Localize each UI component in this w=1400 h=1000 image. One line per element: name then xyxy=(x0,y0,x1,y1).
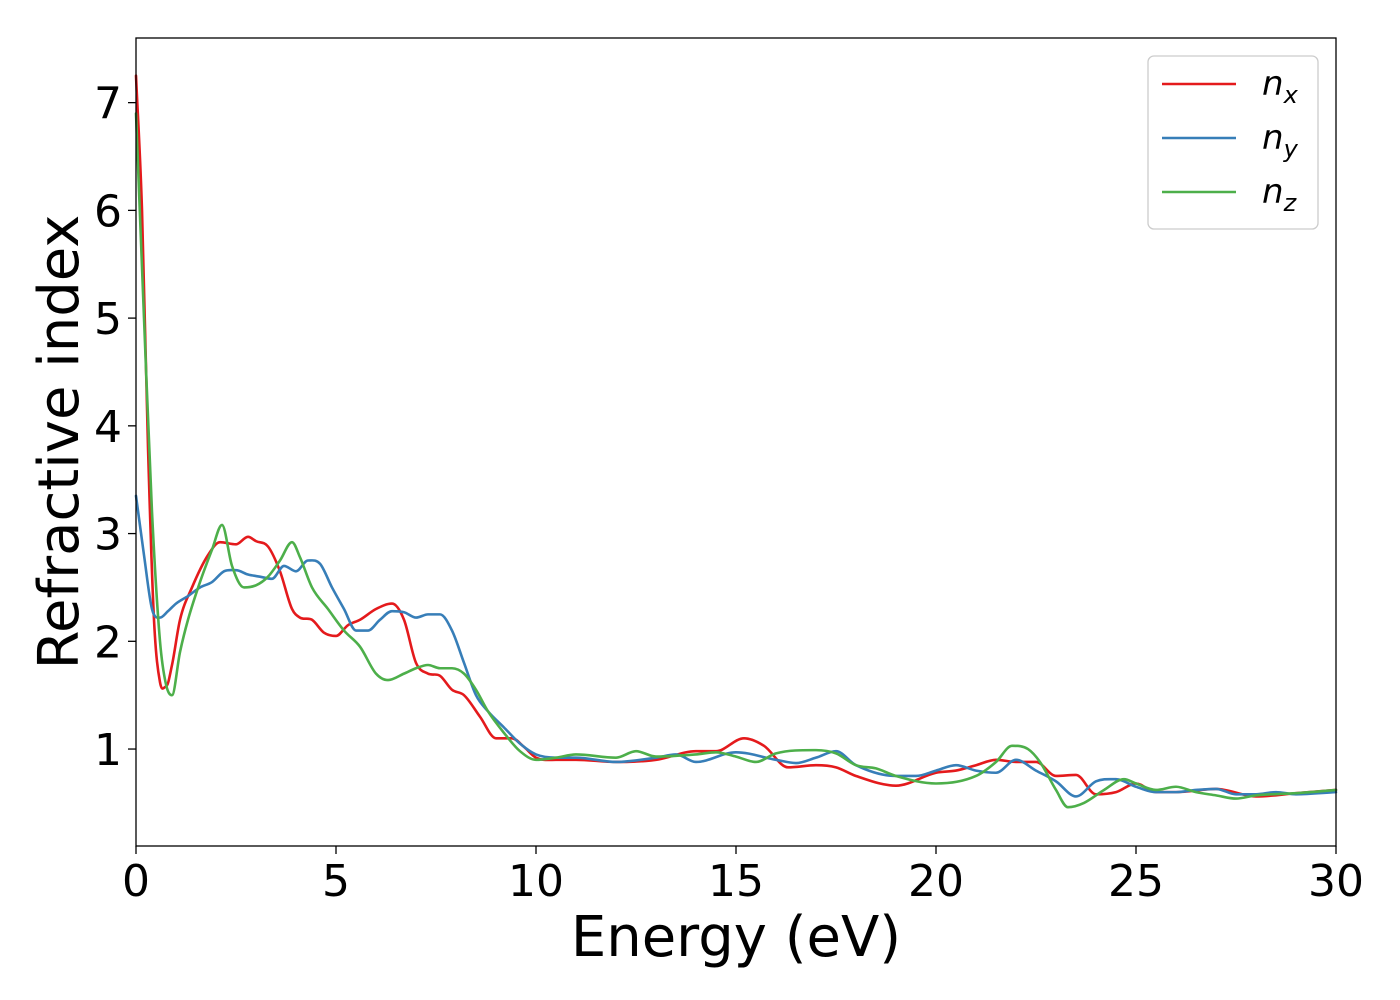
y-tick-label: 7 xyxy=(94,79,122,130)
y-tick-label: 1 xyxy=(94,725,122,776)
x-tick-label: 30 xyxy=(1308,856,1364,907)
series-line-ny xyxy=(134,494,1338,798)
y-tick-label: 3 xyxy=(94,510,122,561)
x-tick-label: 25 xyxy=(1108,856,1164,907)
legend-label-nx: nx xyxy=(1262,64,1299,109)
y-tick-label: 4 xyxy=(94,402,122,453)
x-tick-label: 15 xyxy=(708,856,764,907)
x-tick-label: 20 xyxy=(908,856,964,907)
x-tick-label: 0 xyxy=(122,856,150,907)
y-tick-label: 2 xyxy=(94,617,122,668)
x-axis-label: Energy (eV) xyxy=(571,905,901,970)
series-layer xyxy=(134,74,1338,809)
legend-label-nz: nz xyxy=(1262,172,1298,217)
series-line-nz xyxy=(134,112,1338,809)
legend-box xyxy=(1147,55,1319,230)
ticks-layer: 0 5 10 15 20 25 30 1 2 3 4 5 6 7 xyxy=(94,79,1364,907)
x-tick-label: 5 xyxy=(322,856,350,907)
y-tick-label: 6 xyxy=(94,186,122,237)
y-axis-label: Refractive index xyxy=(27,215,92,670)
legend: nx ny nz xyxy=(1147,55,1319,230)
x-tick-label: 10 xyxy=(508,856,564,907)
y-tick-label: 5 xyxy=(94,294,122,345)
legend-label-ny: ny xyxy=(1262,118,1299,163)
